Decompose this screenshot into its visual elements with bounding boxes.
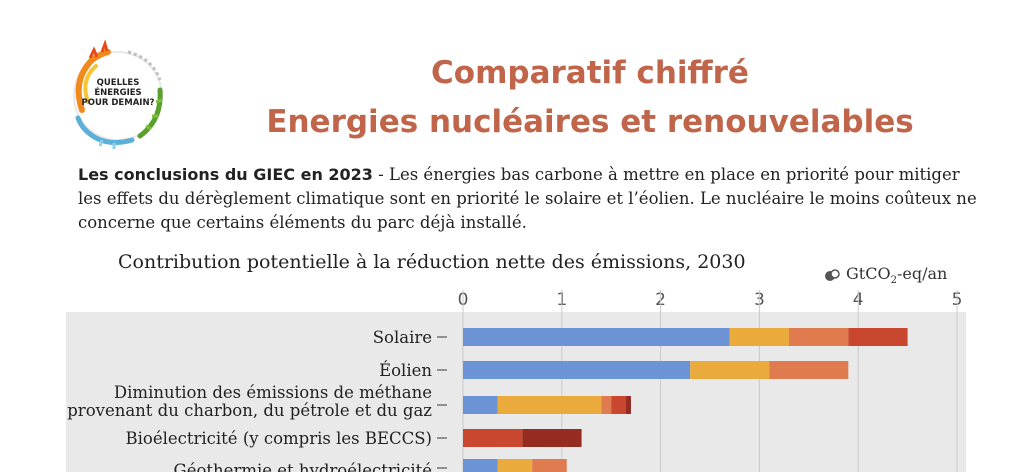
row-label-2-line-0: Diminution des émissions de méthane bbox=[114, 383, 432, 402]
row-label-0-line-0: Solaire bbox=[373, 328, 432, 347]
bar-row-4-segment-0 bbox=[463, 459, 498, 472]
unit-prefix: GtCO bbox=[846, 264, 891, 283]
logo-text-line-1: QUELLES bbox=[96, 78, 140, 88]
intro-paragraph: Les conclusions du GIEC en 2023 - Les én… bbox=[78, 163, 978, 235]
bar-row-2-segment-3 bbox=[611, 396, 627, 414]
page-title-line-2: Energies nucléaires et renouvelables bbox=[266, 104, 914, 140]
logo: QUELLES ÉNERGIES POUR DEMAIN? bbox=[62, 40, 174, 152]
bar-row-2-segment-1 bbox=[497, 396, 602, 414]
unit-subscript: 2 bbox=[890, 275, 897, 287]
row-label-4-line-0: Géothermie et hydroélectricité bbox=[174, 461, 432, 472]
bar-row-4-segment-2 bbox=[532, 459, 567, 472]
page-title-line-1: Comparatif chiffré bbox=[431, 55, 749, 91]
bar-row-4-segment-1 bbox=[497, 459, 533, 472]
bar-row-3-segment-3 bbox=[463, 429, 523, 447]
intro-text: - Les énergies bas carbone à mettre en p… bbox=[78, 165, 977, 232]
bar-row-1-segment-0 bbox=[463, 361, 691, 379]
row-label-1-line-0: Éolien bbox=[379, 360, 432, 380]
bar-row-0-segment-2 bbox=[789, 328, 849, 346]
row-label-2-line-1: provenant du charbon, du pétrole et du g… bbox=[67, 401, 432, 420]
bar-row-0-segment-3 bbox=[848, 328, 908, 346]
bar-row-0-segment-0 bbox=[463, 328, 730, 346]
bar-row-3-segment-4 bbox=[522, 429, 582, 447]
unit-suffix: -eq/an bbox=[896, 264, 948, 283]
bar-row-1-segment-1 bbox=[690, 361, 770, 379]
logo-text-line-2: ÉNERGIES bbox=[94, 88, 142, 98]
bar-row-1-segment-2 bbox=[769, 361, 849, 379]
unit-label: GtCO2-eq/an bbox=[824, 264, 947, 286]
emissions-cloud-icon bbox=[825, 269, 840, 282]
bar-row-2-segment-4 bbox=[626, 396, 631, 414]
logo-wreath-icon bbox=[73, 40, 163, 149]
bar-row-2-segment-0 bbox=[463, 396, 498, 414]
logo-text-line-3: POUR DEMAIN? bbox=[81, 98, 155, 108]
row-label-3-line-0: Bioélectricité (y compris les BECCS) bbox=[125, 429, 432, 448]
chart-title: Contribution potentielle à la réduction … bbox=[118, 251, 746, 273]
intro-heading: Les conclusions du GIEC en 2023 bbox=[78, 165, 373, 184]
bar-row-2-segment-2 bbox=[601, 396, 612, 414]
bar-row-0-segment-1 bbox=[729, 328, 790, 346]
